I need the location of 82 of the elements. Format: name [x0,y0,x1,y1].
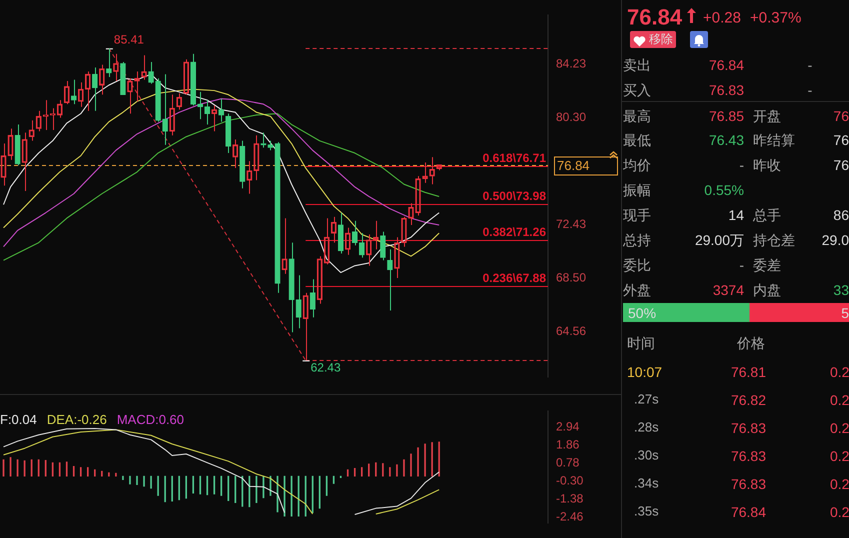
text: - [808,56,812,74]
text: 76.84 [627,4,682,30]
text: 0.2 [830,364,849,380]
y-tick-label: 68.50 [556,270,586,284]
text: 买入 [623,82,651,98]
ref-line-label: 0.618\76.71 [482,150,546,165]
text: 76.43 [708,132,744,148]
text: - [739,256,744,274]
y-tick-label: 84.23 [556,56,586,71]
text: 76.85 [708,108,744,124]
text: 总手 [753,206,781,224]
text: 29.0 [822,232,849,248]
text: 开盘 [753,108,781,124]
text: 价格 [737,334,765,352]
text: 76.83 [730,420,766,436]
text: 76.83 [730,448,766,464]
text: 最高 [623,108,651,124]
text: - [739,156,744,174]
text: 86 [833,206,849,224]
text: 76.81 [730,364,766,380]
text: 33 [833,282,849,298]
text: 0.2 [830,420,849,436]
text: 外盘 [623,282,651,298]
y-tick-label: 2.94 [556,420,580,434]
annotation: 85.41 [114,32,144,47]
text: 29.00万 [694,232,744,248]
text: 昨结算 [753,132,795,148]
series-label: DEA:-0.26 [46,412,107,427]
text: 3374 [712,282,744,298]
ref-line-label: 0.500\73.98 [482,188,546,203]
text: 振幅 [623,182,651,198]
text: .35s [634,504,659,520]
y-tick-label: 0.78 [556,455,580,470]
text: +0.37% [750,9,802,27]
annotation: MACD:0.60 [116,412,184,427]
annotation: 62.43 [310,360,341,375]
text: 委差 [753,256,781,274]
text: 均价 [623,156,651,174]
text: 现手 [623,206,651,224]
text: 0.2 [830,448,849,464]
text: 最低 [623,132,651,148]
text: 总持 [623,232,651,248]
text: 0.55% [704,182,744,198]
text: 10:07 [627,364,662,380]
y-tick-label: -0.30 [556,473,584,488]
text: 昨收 [753,156,781,174]
text: .28s [634,420,659,436]
text: +0.28 [703,9,741,27]
text: - [808,82,812,98]
y-tick-label: 80.30 [556,110,586,124]
text: 76.83 [730,476,766,492]
text: 76.83 [708,82,744,98]
y-tick-label: 64.56 [556,324,586,338]
text: .30s [634,448,659,464]
text: 76.84 [730,504,766,520]
text: 76.84 [708,56,744,74]
text: 14 [728,206,744,224]
text: 50% [628,304,656,322]
text: 内盘 [753,282,781,298]
text: 0.2 [830,476,849,492]
text: 76 [833,156,849,174]
text: .34s [634,476,659,492]
text: 5 [841,304,849,322]
text: 时间 [627,334,655,352]
y-tick-label: -2.46 [556,509,584,524]
text: 移除 [649,32,673,47]
y-tick-label: 72.43 [556,216,586,231]
text: 0.2 [830,392,849,408]
ref-line-label: 0.382\71.26 [482,224,546,239]
ref-line-label: 0.236\67.88 [482,270,546,285]
text: 持仓差 [753,232,795,248]
text: .27s [634,392,659,408]
text: 卖出 [623,56,651,74]
series-label: F:0.04 [0,412,37,427]
text: 委比 [623,256,651,274]
text: 76.82 [730,392,766,408]
text: 0.2 [830,504,849,520]
text: 76 [833,108,849,124]
y-tick-label: 1.86 [556,437,580,452]
text: 76 [833,132,849,148]
ref-line-label: 76.84 [557,158,590,174]
y-tick-label: -1.38 [556,491,584,506]
